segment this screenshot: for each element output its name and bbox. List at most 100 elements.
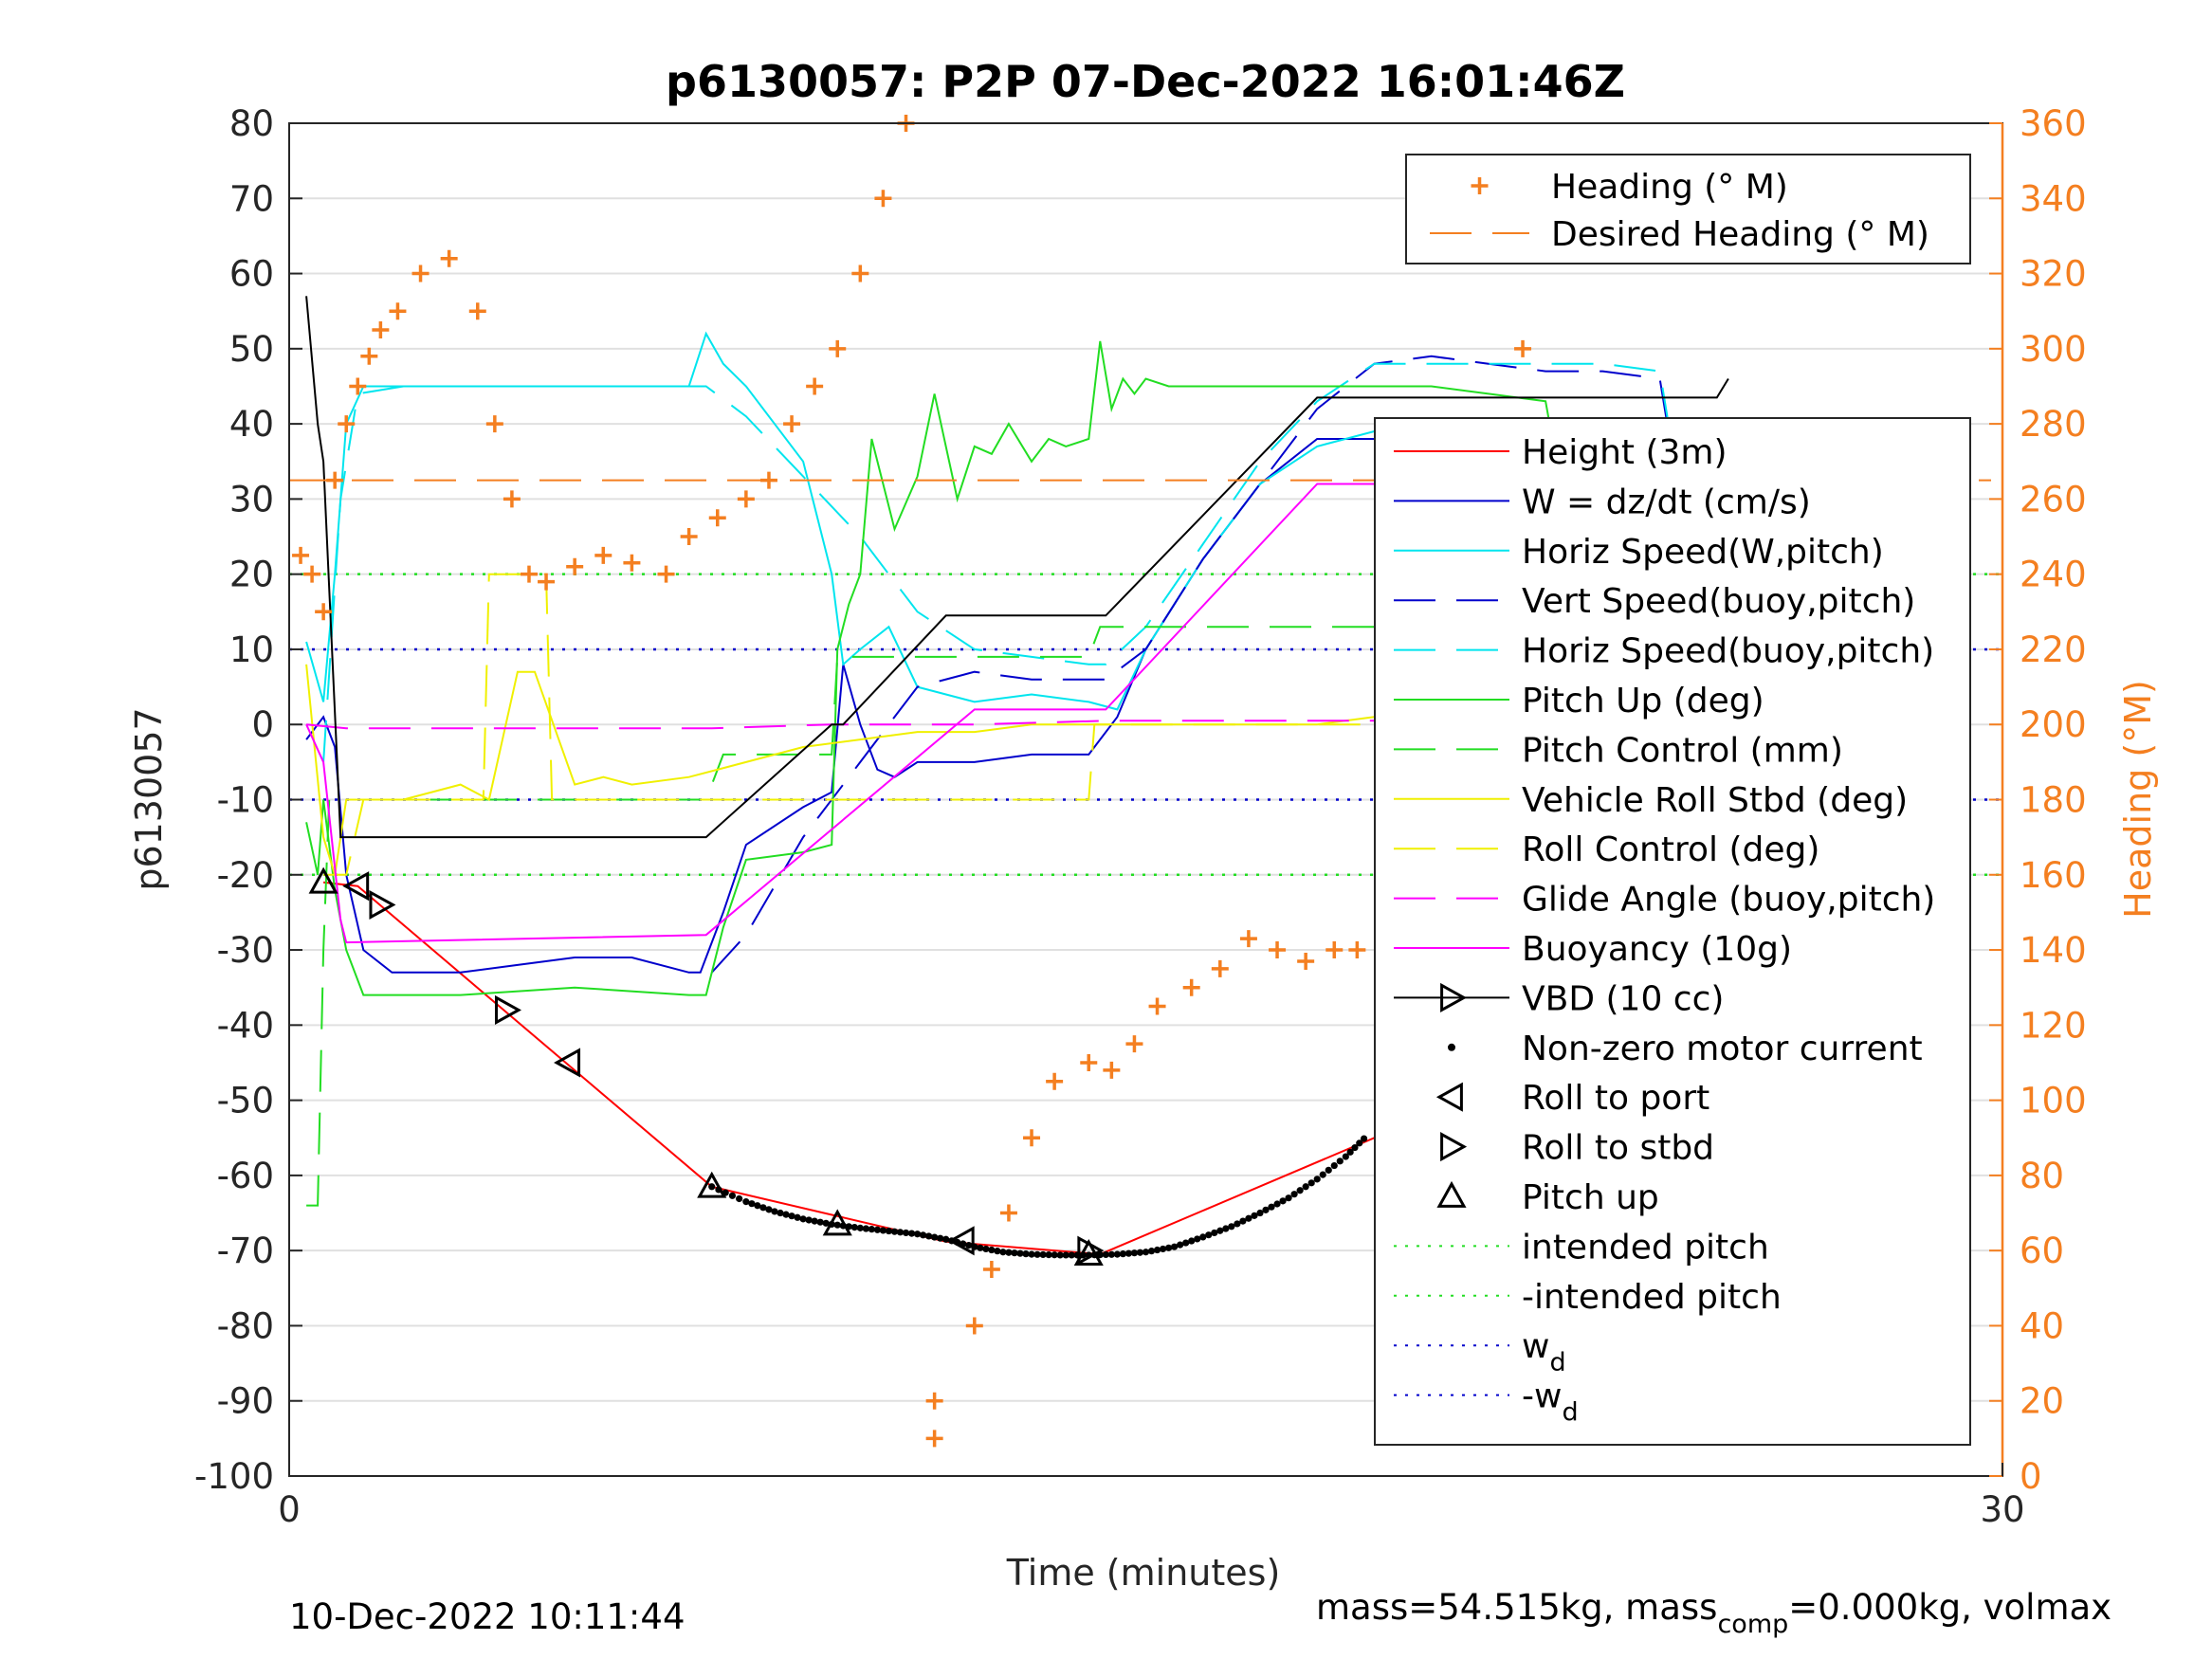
chart-title: p6130057: P2P 07-Dec-2022 16:01:46Z [666,56,1625,107]
motor-current-dot [1142,1249,1150,1256]
motor-current-dot [902,1229,910,1237]
legend-label-7: Vehicle Roll Stbd (deg) [1522,781,1908,820]
y2-tick-label-8: 200 [2020,704,2087,745]
motor-current-dot [925,1232,933,1240]
series-vbd-10-cc [305,296,1729,839]
motor-current-dot [1251,1212,1258,1219]
marker-tri-up [822,1209,852,1236]
motor-current-dot [1102,1250,1109,1259]
heading-point [1125,1035,1143,1053]
legend-label-3: Vert Speed(buoy,pitch) [1522,582,1915,621]
y2-tick-label-7: 220 [2020,629,2087,670]
legend-label-10: Buoyancy (10g) [1522,930,1792,969]
motor-current-dot [994,1248,1001,1255]
legend-label-sub-19: d [1562,1398,1578,1428]
motor-current-dot [1033,1250,1041,1258]
heading-point [303,565,321,583]
y-tick-label-0: 80 [229,103,274,144]
legend-label-9: Glide Angle (buoy,pitch) [1522,881,1935,920]
legend-main: Height (3m) W = dz/dt (cm/s) Horiz Speed(W… [1374,417,1971,1446]
y2-tick-label-11: 140 [2020,930,2087,971]
legend-label-2: Horiz Speed(W,pitch) [1522,533,1884,572]
y2-tick-label-12: 120 [2020,1005,2087,1046]
y-tick-label-17: -90 [217,1381,274,1422]
series-vert-speed-buoy-pitch [710,355,1718,974]
motor-current-dot [890,1228,899,1235]
y2-tick-label-15: 60 [2020,1231,2064,1271]
motor-current-dot [1045,1251,1052,1259]
series-horiz-speed-buoy-pitch [322,362,1718,762]
y-tick-label-13: -50 [217,1081,274,1121]
motor-current-dot [1062,1251,1069,1259]
motor-current-dot [771,1208,778,1215]
heading-point [783,415,801,433]
motor-current-dot [765,1206,773,1213]
motor-current-dot [1022,1250,1030,1258]
motor-current-dot [1107,1250,1115,1258]
x-tick-label-1: 30 [1980,1489,2024,1530]
motor-current-dot [873,1226,882,1233]
motor-current-dot [1199,1233,1207,1241]
marker-tri-left [947,1226,975,1256]
heading-point [925,1430,943,1448]
legend-swatch-14 [1440,1132,1468,1162]
motor-current-dot [754,1202,761,1210]
legend-heading-box [1405,154,1971,264]
motor-current-dot [805,1216,813,1224]
heading-point [485,415,503,433]
heading-point [1103,1061,1121,1079]
footer-mass: mass=54.515kg, masscomp=0.000kg, volmax [1316,1587,2111,1639]
legend-main-box [1374,417,1971,1446]
motor-current-dot [742,1198,750,1206]
legend-label-sub-18: d [1549,1348,1565,1377]
heading-point [411,264,430,283]
legend-label-14: Roll to stbd [1522,1129,1714,1168]
y-tick-label-5: 30 [229,479,274,520]
motor-current-dot [1164,1244,1173,1251]
y-tick-label-15: -70 [217,1231,274,1271]
motor-current-dot [1039,1250,1047,1259]
motor-current-dot [1119,1250,1127,1258]
motor-current-dot [1113,1250,1121,1258]
heading-point [360,347,378,365]
heading-point [372,321,390,339]
motor-current-dot [816,1218,824,1226]
legend-label-8: Roll Control (deg) [1522,830,1819,869]
motor-current-dot [1234,1220,1241,1228]
heading-point [874,190,892,208]
y2-tick-label-9: 180 [2020,780,2087,821]
heading-point [851,264,869,283]
motor-current-dot [1188,1237,1196,1245]
marker-tri-up [697,1171,727,1198]
heading-point [708,509,726,527]
motor-current-dot [736,1194,743,1203]
legend-heading-label-0: Heading (° M) [1551,168,1788,207]
heading-point [1148,997,1166,1015]
motor-current-dot [748,1200,756,1208]
heading-point [1239,930,1257,948]
motor-current-dot [777,1209,784,1217]
heading-point [999,1204,1017,1222]
y-tick-label-4: 40 [229,404,274,445]
motor-current-dot [1268,1203,1275,1211]
motor-current-dot [965,1242,973,1249]
motor-current-dot [1285,1194,1292,1202]
y-tick-label-11: -30 [217,930,274,971]
x-axis-label: Time (minutes) [1006,1552,1281,1594]
motor-current-dot [788,1212,795,1220]
y-tick-label-8: 0 [251,704,274,745]
motor-current-dot [1124,1249,1133,1257]
motor-current-dot [1360,1135,1368,1142]
motor-current-dot [1211,1229,1218,1237]
x-tick-label-0: 0 [278,1489,301,1530]
series-buoyancy-10g [305,483,1717,944]
motor-current-dot [1330,1161,1338,1170]
motor-current-dot [1130,1249,1139,1257]
motor-current-dot [822,1219,830,1227]
heading-point [1211,959,1229,977]
heading-point [657,565,675,583]
marker-tri-right [369,889,396,921]
y2-tick-label-17: 20 [2020,1381,2064,1422]
motor-current-dot [794,1213,801,1221]
motor-current-dot [885,1227,893,1235]
